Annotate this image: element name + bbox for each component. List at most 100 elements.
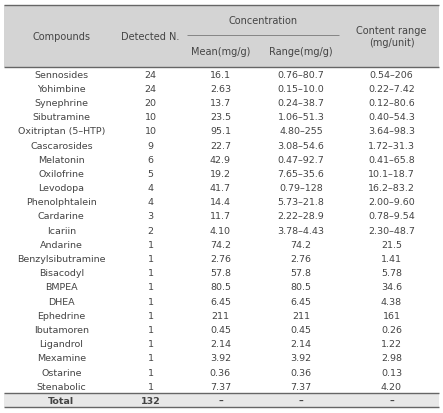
- Bar: [4, 252, 439, 266]
- Text: Ostarine: Ostarine: [41, 368, 82, 377]
- Text: Icariin: Icariin: [47, 226, 76, 235]
- Bar: [4, 153, 439, 167]
- Text: 0.15–10.0: 0.15–10.0: [278, 85, 324, 93]
- Text: –: –: [389, 396, 394, 405]
- Bar: [4, 5, 119, 68]
- Text: 14.4: 14.4: [210, 198, 231, 207]
- Text: 5.78: 5.78: [381, 268, 402, 278]
- Bar: [4, 139, 439, 153]
- Text: 1.72–31.3: 1.72–31.3: [368, 141, 415, 150]
- Text: 4.80–255: 4.80–255: [279, 127, 323, 136]
- Text: 80.5: 80.5: [291, 283, 311, 292]
- Text: 3.92: 3.92: [291, 354, 311, 363]
- Text: 4.10: 4.10: [210, 226, 231, 235]
- Text: 161: 161: [382, 311, 400, 320]
- Bar: [4, 337, 439, 351]
- Text: Bisacodyl: Bisacodyl: [39, 268, 84, 278]
- Bar: [4, 124, 439, 139]
- Text: 74.2: 74.2: [291, 240, 311, 249]
- Text: 6.45: 6.45: [291, 297, 311, 306]
- Text: 0.12–80.6: 0.12–80.6: [368, 99, 415, 108]
- Text: 0.26: 0.26: [381, 325, 402, 334]
- Text: Ibutamoren: Ibutamoren: [34, 325, 89, 334]
- Text: 21.5: 21.5: [381, 240, 402, 249]
- Text: Oxilofrine: Oxilofrine: [39, 169, 84, 178]
- Text: 2.76: 2.76: [291, 254, 311, 263]
- Text: 2.63: 2.63: [210, 85, 231, 93]
- Text: Yohimbine: Yohimbine: [37, 85, 85, 93]
- Bar: [4, 266, 439, 280]
- Text: 7.37: 7.37: [291, 382, 311, 391]
- Text: 0.41–65.8: 0.41–65.8: [368, 155, 415, 164]
- Text: Mexamine: Mexamine: [37, 354, 86, 363]
- Text: –: –: [299, 396, 303, 405]
- Text: 23.5: 23.5: [210, 113, 231, 122]
- Bar: [4, 167, 439, 181]
- Bar: [4, 365, 439, 379]
- Text: 24: 24: [145, 70, 157, 79]
- Text: Range(mg/g): Range(mg/g): [269, 47, 333, 57]
- Text: 5: 5: [148, 169, 154, 178]
- Text: 132: 132: [141, 396, 160, 405]
- Text: 0.47–92.7: 0.47–92.7: [278, 155, 324, 164]
- Bar: [4, 68, 439, 82]
- Text: 80.5: 80.5: [210, 283, 231, 292]
- Bar: [4, 379, 439, 393]
- Text: 1: 1: [148, 240, 154, 249]
- Text: 2.22–28.9: 2.22–28.9: [278, 212, 324, 221]
- Text: 0.45: 0.45: [210, 325, 231, 334]
- Text: 57.8: 57.8: [291, 268, 311, 278]
- Text: 7.37: 7.37: [210, 382, 231, 391]
- Text: 2.76: 2.76: [210, 254, 231, 263]
- Text: 1: 1: [148, 297, 154, 306]
- Bar: [4, 309, 439, 323]
- Text: 24: 24: [145, 85, 157, 93]
- Text: 0.76–80.7: 0.76–80.7: [278, 70, 324, 79]
- Text: Total: Total: [48, 396, 74, 405]
- Text: 2.00–9.60: 2.00–9.60: [368, 198, 415, 207]
- Text: Phenolphtalein: Phenolphtalein: [26, 198, 97, 207]
- Text: Synephrine: Synephrine: [35, 99, 88, 108]
- Text: 41.7: 41.7: [210, 184, 231, 192]
- Text: 20: 20: [145, 99, 157, 108]
- Text: 1.41: 1.41: [381, 254, 402, 263]
- Text: 34.6: 34.6: [381, 283, 402, 292]
- Bar: [4, 195, 439, 209]
- Text: 19.2: 19.2: [210, 169, 231, 178]
- Bar: [4, 323, 439, 337]
- Text: 42.9: 42.9: [210, 155, 231, 164]
- Text: 1: 1: [148, 283, 154, 292]
- Text: 3.78–4.43: 3.78–4.43: [277, 226, 325, 235]
- Text: 211: 211: [211, 311, 229, 320]
- Text: 10: 10: [145, 127, 157, 136]
- Text: Mean(mg/g): Mean(mg/g): [191, 47, 250, 57]
- Bar: [4, 110, 439, 124]
- Text: 0.36: 0.36: [210, 368, 231, 377]
- Text: 1: 1: [148, 311, 154, 320]
- Text: Levodopa: Levodopa: [39, 184, 84, 192]
- Bar: [4, 280, 439, 294]
- Text: 0.78–9.54: 0.78–9.54: [368, 212, 415, 221]
- Bar: [4, 237, 439, 252]
- Text: Oxitriptan (5–HTP): Oxitriptan (5–HTP): [18, 127, 105, 136]
- Text: 1: 1: [148, 368, 154, 377]
- Text: 0.36: 0.36: [291, 368, 311, 377]
- Text: 211: 211: [292, 311, 310, 320]
- Text: 95.1: 95.1: [210, 127, 231, 136]
- Text: 5.73–21.8: 5.73–21.8: [278, 198, 324, 207]
- Bar: [119, 5, 182, 68]
- Bar: [4, 96, 439, 110]
- Text: 3.64–98.3: 3.64–98.3: [368, 127, 415, 136]
- Text: 3: 3: [148, 212, 154, 221]
- Text: 9: 9: [148, 141, 154, 150]
- Text: 1.06–51.3: 1.06–51.3: [278, 113, 324, 122]
- Bar: [4, 181, 439, 195]
- Text: 4: 4: [148, 184, 154, 192]
- Text: 0.22–7.42: 0.22–7.42: [368, 85, 415, 93]
- Text: Detected N.: Detected N.: [121, 32, 180, 42]
- Text: 1: 1: [148, 325, 154, 334]
- Text: 0.54–206: 0.54–206: [369, 70, 413, 79]
- Text: 10: 10: [145, 113, 157, 122]
- Text: 2: 2: [148, 226, 154, 235]
- Text: 1: 1: [148, 382, 154, 391]
